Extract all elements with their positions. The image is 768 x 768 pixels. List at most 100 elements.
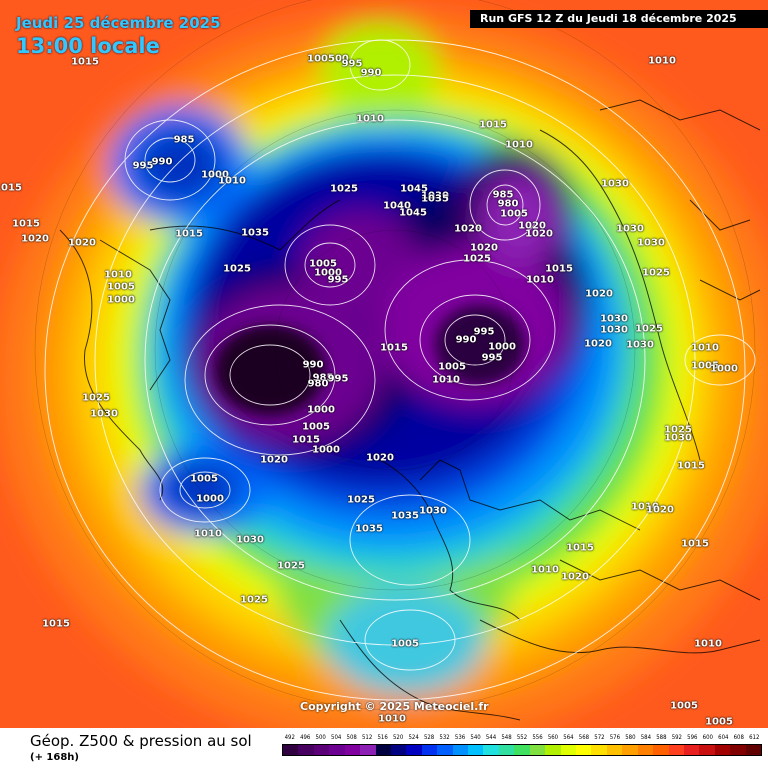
isobar-label: 1015 bbox=[0, 182, 22, 194]
isobar-label: 1015 bbox=[292, 434, 320, 446]
isobar-label: 995 bbox=[132, 160, 154, 172]
isobar-label: 1005 bbox=[190, 473, 218, 485]
isobar-label: 1005 bbox=[107, 281, 135, 293]
legend-value: 596 bbox=[687, 734, 698, 741]
isobar-label: 1000 bbox=[107, 294, 135, 306]
legend-value: 528 bbox=[423, 734, 435, 741]
isobar-label: 1000 bbox=[196, 493, 224, 505]
isobar-label: 1010 bbox=[648, 55, 676, 67]
legend-value: 512 bbox=[362, 734, 373, 741]
isobar-label: 100500 bbox=[307, 53, 349, 65]
isobar-label: 1030 bbox=[236, 534, 264, 546]
isobar-label: 1015 bbox=[545, 263, 573, 275]
legend-value: 576 bbox=[609, 734, 621, 741]
isobar-label: 1005 bbox=[691, 360, 719, 372]
isobar-label: 1010 bbox=[194, 528, 222, 540]
isobar-label: 1015 bbox=[12, 218, 40, 230]
isobar-label: 1020 bbox=[260, 454, 288, 466]
forecast-local-time: 13:00 locale bbox=[16, 34, 160, 58]
forecast-lead-time: (+ 168h) bbox=[30, 752, 79, 763]
legend-color-swatch bbox=[514, 745, 530, 755]
isobar-label: 1015 bbox=[175, 228, 203, 240]
isobar-label: 1030 bbox=[600, 324, 628, 336]
legend-color-swatch bbox=[545, 745, 561, 755]
legend-value: 536 bbox=[454, 734, 466, 741]
isobar-label: 990 bbox=[151, 156, 173, 168]
isobar-label: 1010 bbox=[694, 638, 722, 650]
legend-color-swatch bbox=[406, 745, 422, 755]
isobar-label: 1010 bbox=[526, 274, 554, 286]
isobar-label: 1015 bbox=[71, 56, 99, 68]
isobar-label: 1000 bbox=[307, 404, 335, 416]
legend-value: 508 bbox=[346, 734, 357, 741]
legend-color-scale bbox=[282, 744, 762, 756]
isobar-label: 1005 bbox=[670, 700, 698, 712]
legend-color-swatch bbox=[283, 745, 299, 755]
isobar-label: 1020 bbox=[584, 338, 612, 350]
legend-color-swatch bbox=[637, 745, 654, 755]
legend-value: 604 bbox=[718, 734, 729, 741]
isobar-label: 1020 bbox=[470, 242, 498, 254]
isobar-label: 980 bbox=[497, 198, 519, 210]
legend-values: 492 496 500 504 508 512 516 520 524 528 532 536 540 5… bbox=[282, 734, 762, 744]
isobar-label: 985 bbox=[492, 189, 514, 201]
isobar-label: 1005 bbox=[500, 208, 528, 220]
isobar-label: 1020 bbox=[68, 237, 96, 249]
isobar-label: 1020 bbox=[21, 233, 49, 245]
isobar-label: 1010 bbox=[691, 342, 719, 354]
legend-value: 592 bbox=[671, 734, 682, 741]
legend-color-swatch bbox=[560, 745, 577, 755]
isobar-label: 985 bbox=[173, 134, 195, 146]
legend-color-swatch bbox=[313, 745, 330, 755]
isobar-label: 1030 bbox=[616, 223, 644, 235]
legend-color-swatch bbox=[298, 745, 314, 755]
legend-color-swatch bbox=[452, 745, 469, 755]
isobar-label: 1015 bbox=[380, 342, 408, 354]
isobar-label: 995 bbox=[341, 58, 363, 70]
forecast-date: Jeudi 25 décembre 2025 bbox=[16, 14, 221, 32]
graticule bbox=[34, 0, 756, 711]
isobar-label: 1025 bbox=[463, 253, 491, 265]
isobar-label: 1010 bbox=[378, 713, 406, 725]
isobar-label: 1025 bbox=[82, 392, 110, 404]
isobar-label: 1020 bbox=[525, 228, 553, 240]
legend-value: 532 bbox=[439, 734, 450, 741]
isobar-label: 1015 bbox=[479, 119, 507, 131]
isobar-label: 1015 bbox=[681, 538, 709, 550]
legend-color-swatch bbox=[683, 745, 700, 755]
legend-color-swatch bbox=[730, 745, 746, 755]
isobar-label: 995 bbox=[473, 326, 495, 338]
legend-color-swatch bbox=[390, 745, 407, 755]
isobar-label: 1005 bbox=[705, 716, 733, 728]
legend-color-swatch bbox=[437, 745, 453, 755]
isobar-label: 1035 bbox=[241, 227, 269, 239]
isobar-label: 1000 bbox=[312, 444, 340, 456]
isobar-label: 1010 bbox=[218, 175, 246, 187]
legend-color-swatch bbox=[329, 745, 345, 755]
isobar-label: 995 bbox=[481, 352, 503, 364]
legend-value: 588 bbox=[656, 734, 667, 741]
legend-value: 568 bbox=[578, 734, 590, 741]
legend-value: 584 bbox=[640, 734, 652, 741]
isobar-label: 1010 bbox=[631, 501, 659, 513]
isobar-label: 1025 bbox=[330, 183, 358, 195]
legend-color-swatch bbox=[421, 745, 438, 755]
product-title: Géop. Z500 & pression au sol bbox=[30, 732, 252, 750]
legend-color-swatch bbox=[606, 745, 623, 755]
isobar-label: 1045 bbox=[399, 207, 427, 219]
isobar-label: 1000 bbox=[314, 267, 342, 279]
legend-value: 504 bbox=[331, 734, 342, 741]
color-legend: 492 496 500 504 508 512 516 520 524 528 532 536 540 5… bbox=[282, 734, 762, 764]
legend-color-swatch bbox=[375, 745, 391, 755]
legend-value: 524 bbox=[408, 734, 419, 741]
legend-color-swatch bbox=[668, 745, 684, 755]
isobar-label: 1030 bbox=[419, 505, 447, 517]
footer-bar: Géop. Z500 & pression au sol (+ 168h) 49… bbox=[0, 728, 768, 768]
isobar-label: 1015 bbox=[42, 618, 70, 630]
isobar-label: 1025 bbox=[635, 323, 663, 335]
legend-value: 612 bbox=[749, 734, 760, 741]
legend-value: 600 bbox=[702, 734, 713, 741]
isobar-label: 995 bbox=[327, 274, 349, 286]
run-info-box: Run GFS 12 Z du Jeudi 18 décembre 2025 bbox=[470, 10, 768, 28]
